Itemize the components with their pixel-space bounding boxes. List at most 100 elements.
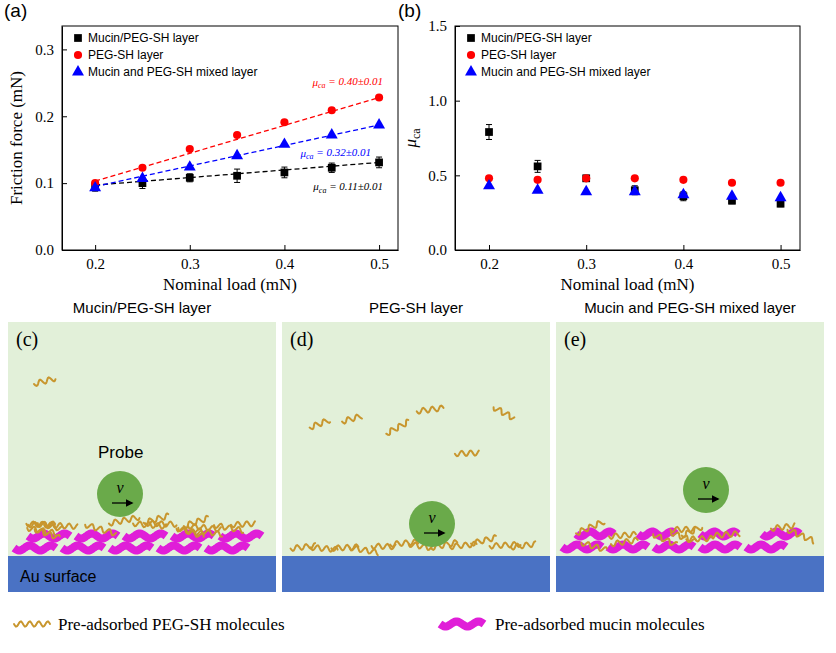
- point: [485, 128, 493, 136]
- tick-label: 0.2: [480, 256, 499, 272]
- fit-label-value: = 0.32±0.01: [314, 146, 371, 158]
- legend-marker: [467, 34, 475, 42]
- legend-label: PEG-SH layer: [88, 48, 163, 62]
- tick-mark: [455, 101, 460, 102]
- tick-label: 1.5: [428, 18, 447, 34]
- liquid: [282, 322, 550, 556]
- velocity-arrow: [698, 498, 718, 499]
- point: [580, 185, 592, 195]
- fit-label: μca = 0.11±0.01: [312, 180, 383, 195]
- plot-marks: [89, 93, 385, 191]
- tick-mark: [62, 116, 67, 117]
- error-bar: [281, 167, 287, 178]
- au-surface: [8, 556, 276, 592]
- tick-mark: [284, 245, 285, 250]
- error-bar: [535, 160, 541, 172]
- peg-molecule: [670, 527, 695, 532]
- panel-title: Mucin and PEG-SH mixed layer: [584, 299, 796, 316]
- peg-molecule: [771, 523, 795, 531]
- plot-frame: [62, 26, 398, 250]
- tick-mark: [781, 245, 782, 250]
- mucin-molecule: [746, 545, 786, 550]
- panel-label: (c): [16, 328, 38, 351]
- velocity-label: v: [428, 509, 436, 526]
- x-axis-title: Nominal load (mN): [560, 275, 694, 294]
- legend-marker: [74, 34, 82, 42]
- surface-label: Au surface: [20, 568, 97, 585]
- axis: 0.00.51.01.5: [428, 18, 460, 258]
- peg-molecule: [710, 531, 739, 538]
- point: [326, 128, 338, 138]
- legend: Mucin/PEG-SH layerPEG-SH layerMucin and …: [72, 31, 257, 79]
- panel-label: (a): [4, 0, 27, 21]
- tick: 0.3: [577, 245, 596, 272]
- peg-molecule: [37, 521, 62, 532]
- y-axis-title: Friction force (mN): [7, 71, 26, 205]
- peg-molecule: [470, 535, 496, 546]
- peg-molecule: [84, 522, 116, 536]
- tick-label: 0.5: [370, 256, 389, 272]
- panel-label: (e): [564, 328, 586, 351]
- point: [728, 179, 736, 187]
- tick: 0.5: [370, 245, 389, 272]
- tick-mark: [455, 250, 460, 251]
- tick-mark: [455, 26, 460, 27]
- legend-label: PEG-SH layer: [481, 48, 556, 62]
- axis-line: [62, 27, 63, 251]
- error-bar: [187, 174, 193, 182]
- point: [534, 176, 542, 184]
- fit-label: μca = 0.40±0.01: [312, 75, 384, 90]
- y-axis-title-subscript: ca: [409, 128, 423, 139]
- point: [629, 185, 641, 195]
- point: [679, 176, 687, 184]
- tick-label: 0.2: [35, 109, 54, 125]
- fit-label-subscript: ca: [319, 186, 327, 195]
- probe-label: Probe: [98, 443, 143, 462]
- point: [373, 118, 385, 128]
- point: [138, 164, 146, 172]
- series: [89, 118, 385, 191]
- panel-label: (d): [290, 328, 313, 351]
- plot-marks: [483, 125, 787, 208]
- peg-molecule: [133, 521, 166, 529]
- point: [278, 137, 290, 147]
- legend-marker: [72, 65, 84, 75]
- error-bar: [376, 157, 382, 168]
- peg-molecule: [188, 523, 221, 531]
- point: [186, 145, 194, 153]
- peg-molecule: [349, 545, 378, 555]
- x-axis-title: Nominal load (mN): [163, 275, 297, 294]
- tick-mark: [586, 245, 587, 250]
- peg-molecule: [581, 540, 607, 552]
- tick-mark: [62, 49, 67, 50]
- peg-molecule: [231, 521, 255, 527]
- peg-molecule: [385, 419, 410, 436]
- tick-mark: [489, 245, 490, 250]
- point: [776, 179, 784, 187]
- point: [231, 149, 243, 159]
- legend-label: Mucin/PEG-SH layer: [481, 31, 592, 45]
- peg-molecule: [416, 405, 443, 414]
- point: [184, 160, 196, 170]
- legend-entry: Mucin and PEG-SH mixed layer: [72, 65, 257, 79]
- mucin-molecule: [62, 546, 104, 551]
- series: [91, 93, 383, 187]
- y-axis-title: μca: [401, 128, 423, 149]
- series: [485, 125, 784, 208]
- point: [280, 118, 288, 126]
- fit-label: μca = 0.32±0.01: [300, 146, 372, 161]
- point: [534, 163, 542, 171]
- series: [483, 179, 787, 201]
- chart: 0.20.30.40.50.00.10.20.3Nominal load (mN…: [4, 0, 399, 294]
- peg-molecule: [14, 621, 50, 626]
- tick: 0.4: [675, 245, 694, 272]
- axis-line: [456, 250, 801, 251]
- axis: 0.20.30.40.5: [456, 245, 801, 272]
- mucin-molecule: [172, 534, 214, 539]
- legend-marker: [465, 65, 477, 75]
- tick: 0.4: [276, 245, 295, 272]
- tick-mark: [683, 245, 684, 250]
- schematic-panel: PEG-SH layerv(d): [282, 299, 550, 592]
- legend-entry: PEG-SH layer: [467, 48, 556, 62]
- tick: 0.0: [35, 242, 67, 258]
